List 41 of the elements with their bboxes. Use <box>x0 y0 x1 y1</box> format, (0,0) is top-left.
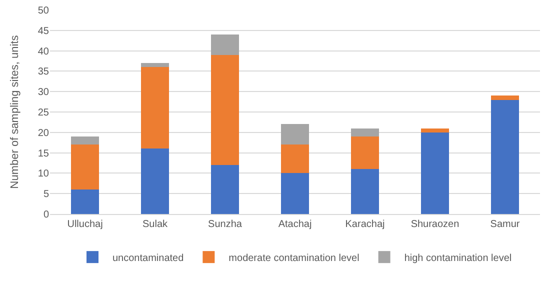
legend-label: moderate contamination level <box>228 252 360 264</box>
bar <box>351 136 379 170</box>
bar <box>211 34 239 55</box>
bar <box>71 190 99 214</box>
bar <box>491 96 519 100</box>
y-tick-label: 35 <box>38 66 50 78</box>
bar <box>351 169 379 214</box>
y-tick-label: 0 <box>43 210 50 220</box>
x-tick-label: Ulluchaj <box>67 219 103 230</box>
y-tick-label: 15 <box>38 148 50 160</box>
y-tick-label: 30 <box>38 87 50 98</box>
bar <box>491 100 519 214</box>
y-axis-title: Number of sampling sites, units <box>9 34 21 189</box>
bar <box>211 54 239 166</box>
x-tick-label: Shuraozen <box>410 219 460 230</box>
x-tick-label: Karachaj <box>345 219 385 230</box>
y-tick-label: 10 <box>38 168 50 180</box>
y-tick-label: 25 <box>38 108 50 118</box>
bar <box>141 63 169 68</box>
x-tick-label: Samur <box>490 219 520 230</box>
y-tick-label: 5 <box>43 189 50 200</box>
x-tick-label: Atachaj <box>278 219 312 230</box>
bar <box>141 67 169 149</box>
bar <box>281 124 309 145</box>
bar <box>211 165 239 214</box>
bar <box>421 128 449 132</box>
bar <box>71 144 99 190</box>
bar <box>71 136 99 145</box>
y-tick-label: 50 <box>38 6 50 16</box>
bar <box>421 132 449 214</box>
legend-label: uncontaminated <box>112 252 184 264</box>
x-tick-label: Sulak <box>142 219 169 230</box>
bar <box>141 148 169 214</box>
legend-label: high contamination level <box>404 252 512 264</box>
bar <box>281 173 309 214</box>
x-tick-label: Sunzha <box>208 219 242 230</box>
y-tick-label: 45 <box>38 26 50 37</box>
bar <box>351 128 379 136</box>
y-tick-label: 20 <box>38 128 50 139</box>
bar <box>281 144 309 174</box>
y-tick-label: 40 <box>38 46 50 58</box>
